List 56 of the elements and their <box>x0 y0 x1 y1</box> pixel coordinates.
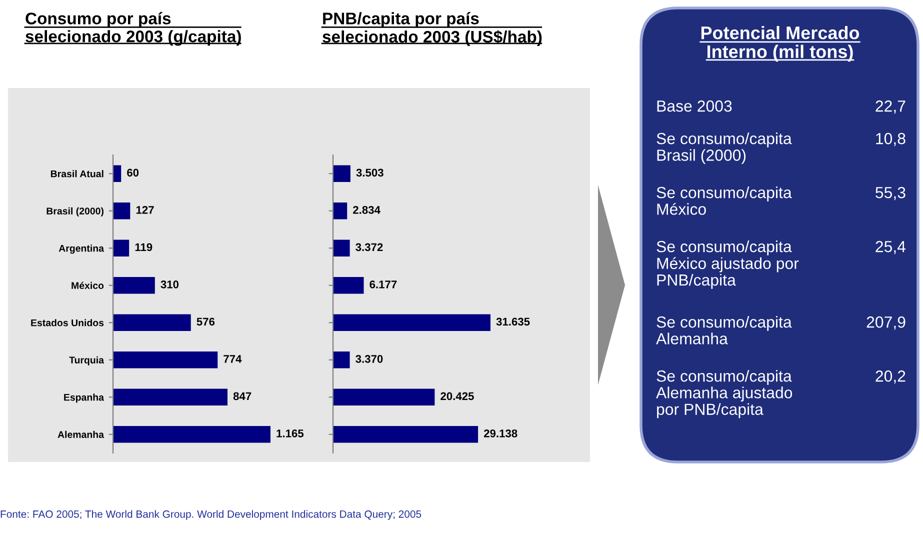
bar <box>113 240 130 257</box>
category-label: Se consumo/capita Brasil (2000) <box>656 132 792 164</box>
bar <box>333 240 350 257</box>
text: 55,3 <box>876 186 906 200</box>
text: Potencial Mercado Interno (mil tons) <box>701 26 860 62</box>
bar <box>113 351 218 368</box>
bar <box>333 276 364 294</box>
y-tick-label: Alemanha <box>58 430 104 438</box>
data-label: 3.372 <box>356 243 383 252</box>
y-tick-label: Estados Unidos <box>31 319 104 326</box>
text: 207,9 <box>866 316 906 330</box>
y-tick-label: Espanha <box>64 394 104 403</box>
bar <box>113 388 228 406</box>
data-label: 6.177 <box>370 280 397 288</box>
data-label: 847 <box>233 392 252 400</box>
y-tick-label: Turquia <box>69 356 104 366</box>
text: 10,8 <box>876 132 906 146</box>
bar <box>333 388 435 406</box>
chart-title: Consumo por país selecionado 2003 (g/capita) <box>26 12 241 46</box>
bar <box>113 202 130 220</box>
data-label: 774 <box>224 355 242 363</box>
bar <box>113 276 155 294</box>
text: 22,7 <box>876 100 906 114</box>
data-label: 576 <box>196 318 215 326</box>
data-label: 127 <box>136 206 154 214</box>
y-tick-label: Brasil (2000) <box>46 207 104 216</box>
data-label: 20.425 <box>440 392 474 400</box>
bar <box>113 426 270 443</box>
bar <box>333 202 348 220</box>
data-label: 31.635 <box>496 318 530 326</box>
data-label: 29.138 <box>484 429 518 438</box>
data-label: 3.370 <box>356 354 383 363</box>
y-tick-label: Argentina <box>58 244 104 254</box>
bar <box>333 165 350 182</box>
data-label: 310 <box>160 280 179 288</box>
text: 25,4 <box>876 240 906 254</box>
bar <box>333 351 350 368</box>
bar <box>333 314 490 332</box>
category-label: Se consumo/capita Alemanha ajustado por PNB/capita <box>656 370 792 418</box>
category-label: Se consumo/capita México <box>656 186 792 215</box>
bar <box>113 314 191 332</box>
source-note: Fonte: FAO 2005; The World Bank Group. World Development Indicators Data Query; 2005 <box>0 510 422 520</box>
data-label: 2.834 <box>353 206 380 214</box>
category-label: Se consumo/capita México ajustado por PNB/capita <box>656 240 799 289</box>
bar <box>113 165 122 182</box>
y-tick-label: Brasil Atual <box>50 170 104 178</box>
chart-title: PNB/capita por país selecionado 2003 (US$/hab) <box>322 12 542 46</box>
data-label: 3.503 <box>356 168 384 177</box>
category-label: Base 2003 <box>657 100 732 112</box>
data-label: 60 <box>127 168 139 177</box>
data-label: 1.165 <box>276 429 304 438</box>
data-label: 119 <box>135 243 152 252</box>
bar <box>333 426 478 443</box>
y-tick-label: México <box>72 282 104 289</box>
text: 20,2 <box>876 370 906 384</box>
category-label: Se consumo/capita Alemanha <box>656 316 792 344</box>
